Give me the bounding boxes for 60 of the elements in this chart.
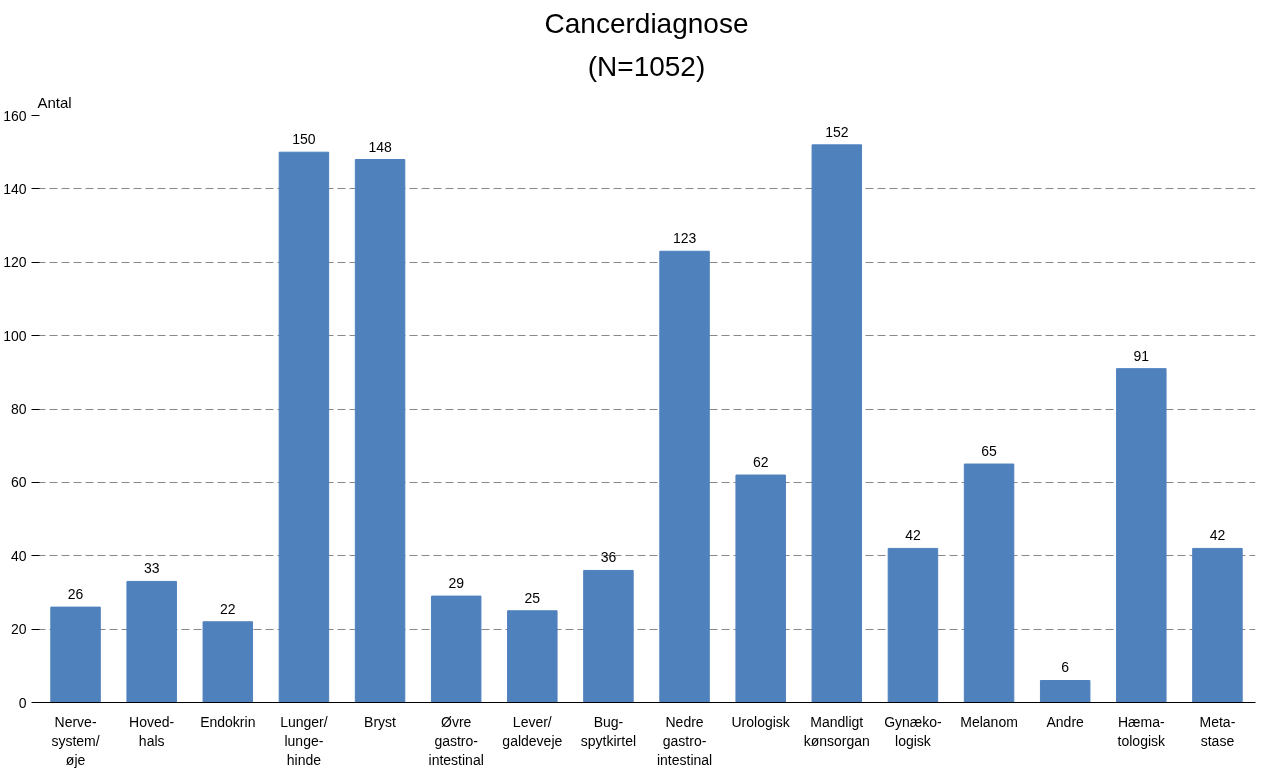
x-tick-label: Endokrin — [200, 713, 256, 730]
x-tick-label: Hæma- tologisk — [1117, 713, 1167, 749]
bar — [583, 569, 634, 703]
y-tick-label: 60 — [10, 474, 27, 491]
x-tick-label: Nerve- system/ øje — [51, 713, 100, 768]
x-tick-label: Mandligt kønsorgan — [803, 713, 870, 749]
bar — [963, 463, 1015, 703]
x-tick-label: Gynæko- logisk — [884, 713, 943, 749]
bar — [1116, 368, 1167, 703]
chart-title: Cancerdiagnose — [544, 7, 749, 39]
bar — [659, 250, 710, 703]
y-tick-label: 20 — [10, 621, 27, 638]
x-tick-label: Øvre gastro- intestinal — [428, 713, 484, 768]
data-label: 123 — [672, 230, 697, 247]
x-tick-label: Bryst — [364, 713, 397, 730]
x-tick-label: Lever/ galdeveje — [502, 713, 563, 749]
bar — [507, 610, 558, 703]
y-tick-label: 120 — [3, 254, 27, 271]
x-tick-label: Lunger/ lunge- hinde — [280, 713, 328, 768]
bar — [1192, 547, 1243, 703]
data-label: 152 — [825, 123, 849, 140]
data-label: 26 — [67, 586, 84, 603]
data-label: 150 — [292, 131, 316, 148]
bar — [1039, 679, 1091, 703]
data-label: 6 — [1061, 659, 1070, 676]
bar — [430, 595, 482, 703]
data-label: 22 — [220, 600, 236, 617]
data-label: 91 — [1133, 347, 1150, 364]
x-tick-label: Hoved- hals — [129, 713, 175, 749]
data-label: 36 — [600, 549, 617, 566]
y-tick-label: 40 — [10, 547, 27, 564]
y-tick-label: 160 — [3, 107, 27, 124]
x-tick-label: Urologisk — [731, 713, 791, 730]
bar — [354, 159, 406, 703]
x-tick-label: Nedre gastro- intestinal — [656, 713, 713, 768]
data-label: 29 — [448, 575, 465, 592]
data-label: 42 — [1209, 527, 1226, 544]
x-tick-label: Meta- stase — [1199, 713, 1236, 749]
y-tick-label: 0 — [18, 694, 27, 711]
data-label: 42 — [905, 527, 921, 544]
y-axis-title: Antal — [37, 93, 72, 111]
bar — [811, 144, 863, 703]
chart-subtitle: (N=1052) — [587, 50, 706, 82]
bar — [50, 606, 101, 703]
bar — [278, 151, 330, 703]
y-tick-label: 100 — [3, 327, 27, 344]
bar — [202, 621, 254, 703]
x-tick-label: Bug- spytkirtel — [580, 713, 637, 749]
data-label: 148 — [368, 138, 392, 155]
data-label: 25 — [524, 589, 541, 606]
x-tick-label: Melanom — [960, 713, 1018, 730]
x-tick-label: Andre — [1046, 713, 1085, 730]
bar — [735, 474, 786, 703]
bar — [887, 547, 939, 703]
y-tick-label: 80 — [10, 401, 27, 417]
data-label: 65 — [981, 443, 998, 460]
bar — [126, 580, 177, 703]
data-label: 62 — [752, 454, 769, 471]
data-label: 33 — [143, 560, 160, 577]
y-tick-label: 140 — [3, 180, 27, 197]
